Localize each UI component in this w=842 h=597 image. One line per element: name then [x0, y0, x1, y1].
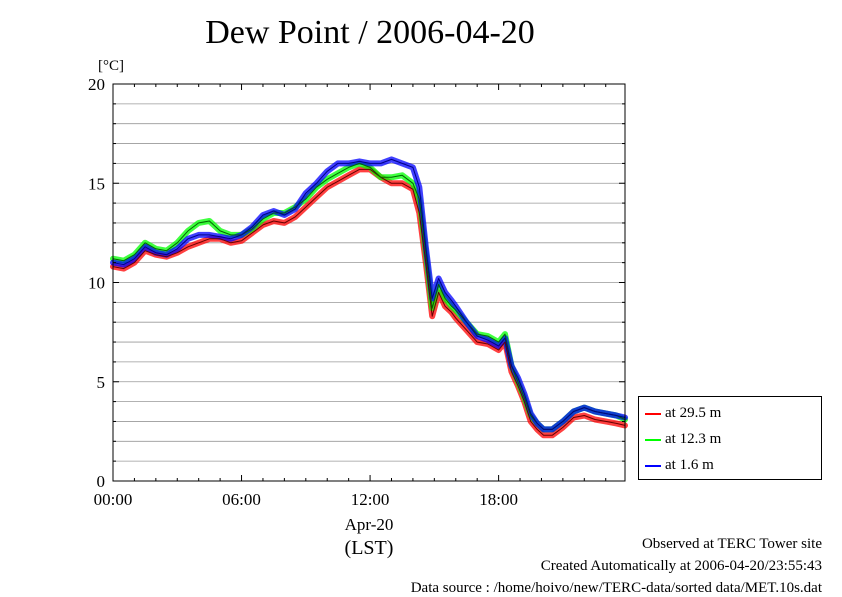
- y-tick-label: 5: [97, 373, 106, 392]
- y-tick-label: 0: [97, 472, 106, 491]
- legend: at 29.5 m at 12.3 m at 1.6 m: [638, 396, 822, 480]
- x-tick-label: 06:00: [222, 490, 261, 509]
- data-source-annotation: Data source : /home/hoivo/new/TERC-data/…: [410, 580, 822, 596]
- chart-title: Dew Point / 2006-04-20: [205, 14, 535, 51]
- y-axis-unit: [°C]: [98, 58, 124, 74]
- legend-label: at 12.3 m: [665, 431, 722, 447]
- axis-ticks: 0 5 10 15 20 00:00 06:00 12:00 18:00: [88, 75, 625, 509]
- x-tick-label: 18:00: [479, 490, 518, 509]
- x-tick-label: 12:00: [351, 490, 390, 509]
- y-tick-label: 20: [88, 75, 105, 94]
- grid-lines: [113, 103, 625, 462]
- legend-swatch-green: [645, 436, 661, 444]
- legend-swatch-red: [645, 410, 661, 418]
- series-band-2: [110, 156, 628, 433]
- legend-swatch-blue: [645, 462, 661, 470]
- legend-item-1-6m: at 1.6 m: [645, 457, 714, 474]
- legend-item-12-3m: at 12.3 m: [645, 431, 721, 448]
- series-line-0: [112, 168, 626, 436]
- y-tick-label: 15: [88, 174, 105, 193]
- site-annotation: Observed at TERC Tower site: [641, 536, 822, 552]
- legend-label: at 1.6 m: [665, 457, 714, 473]
- x-axis-timezone-label: (LST): [345, 537, 394, 559]
- legend-item-29-5m: at 29.5 m: [645, 405, 721, 422]
- y-tick-label: 10: [88, 274, 105, 293]
- created-annotation: Created Automatically at 2006-04-20/23:5…: [540, 558, 822, 574]
- series-lines: [110, 156, 628, 439]
- legend-label: at 29.5 m: [665, 405, 722, 421]
- x-axis-date-label: Apr-20: [345, 515, 394, 534]
- series-line-2: [112, 158, 626, 430]
- x-tick-label: 00:00: [94, 490, 133, 509]
